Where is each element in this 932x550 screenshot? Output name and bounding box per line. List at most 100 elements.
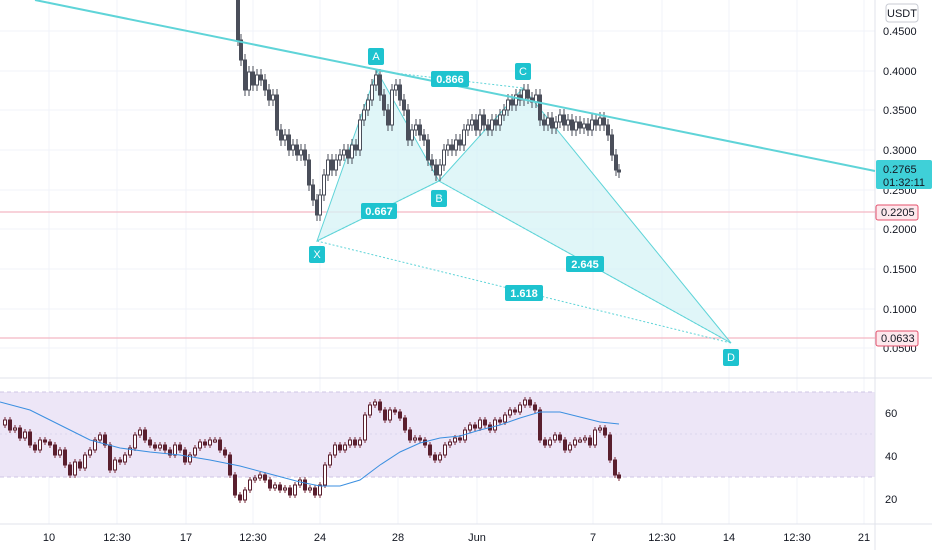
rsi-candle-body <box>418 437 422 441</box>
rsi-candle-body <box>313 487 317 496</box>
rsi-candle-body <box>493 419 497 431</box>
candle-body <box>550 117 554 129</box>
rsi-candle-body <box>308 487 312 491</box>
svg-text:A: A <box>372 51 380 63</box>
rsi-candle-body <box>583 437 587 441</box>
svg-text:USDT: USDT <box>887 8 917 20</box>
candle-body <box>482 114 486 126</box>
candle-body <box>430 159 434 166</box>
rsi-candle-body <box>228 454 232 476</box>
rsi-candle-body <box>103 434 107 446</box>
candle-body <box>502 109 506 116</box>
candle-body <box>466 124 470 131</box>
candle-body <box>414 124 418 131</box>
rsi-candle-body <box>233 474 237 496</box>
rsi-candle-body <box>473 424 477 429</box>
rsi-candle-body <box>448 441 452 446</box>
candle-body <box>374 74 378 86</box>
candle-body <box>578 121 582 129</box>
rsi-candle-body <box>83 454 87 469</box>
ratio-label-xb[interactable]: 0.667 <box>361 203 397 219</box>
candle-body <box>311 184 315 201</box>
point-label-x[interactable]: X <box>309 246 325 263</box>
rsi-candle-body <box>188 454 192 463</box>
ratio-label-xd[interactable]: 1.618 <box>505 285 543 301</box>
candle-body <box>255 74 259 86</box>
candle-body <box>334 159 338 171</box>
candle-body <box>462 129 466 146</box>
candle-body <box>590 119 594 131</box>
candle-body <box>406 109 410 141</box>
candle-body <box>299 149 303 156</box>
rsi-axis[interactable]: 60 40 20 <box>885 408 897 506</box>
level-price-tag-1[interactable]: 0.2205 <box>875 204 919 221</box>
candle-body <box>283 134 287 141</box>
rsi-candle-body <box>508 409 512 416</box>
rsi-candle-body <box>53 444 57 456</box>
candle-body <box>498 114 502 126</box>
rsi-candle-body <box>433 454 437 461</box>
time-axis[interactable]: 10 12:30 17 12:30 24 28 Jun 7 12:30 14 1… <box>43 532 870 544</box>
candle-body <box>510 99 514 106</box>
rsi-candle-body <box>268 479 272 489</box>
rsi-candle-body <box>388 409 392 421</box>
candle-body <box>610 134 614 156</box>
rsi-candle-body <box>408 429 412 441</box>
rsi-candle-body <box>93 439 97 451</box>
rsi-candle-body <box>58 449 62 456</box>
time-label: 24 <box>314 532 326 544</box>
rsi-candle-body <box>478 419 482 429</box>
candle-body <box>307 159 311 186</box>
rsi-candle-body <box>198 441 202 449</box>
rsi-candle-body <box>393 409 397 413</box>
candle-body <box>239 39 243 61</box>
rsi-candle-body <box>113 459 117 471</box>
rsi-candle-body <box>458 437 462 441</box>
rsi-candle-body <box>118 459 122 463</box>
current-price-tag[interactable]: 0.2765 01:32:11 <box>876 160 932 189</box>
rsi-candle-body <box>143 429 147 441</box>
candle-body <box>410 129 414 141</box>
price-tick: 0.2000 <box>883 224 917 236</box>
rsi-candle-body <box>318 484 322 496</box>
point-label-b[interactable]: B <box>431 190 447 207</box>
rsi-candle-body <box>18 427 22 439</box>
rsi-candle-body <box>78 461 82 469</box>
rsi-candle-body <box>333 444 337 456</box>
candle-body <box>470 119 474 126</box>
point-label-d[interactable]: D <box>723 349 739 366</box>
candle-body <box>295 144 299 156</box>
candle-body <box>582 123 586 129</box>
rsi-candle-body <box>543 439 547 446</box>
rsi-candle-body <box>48 441 52 446</box>
ratio-label-ac[interactable]: 0.866 <box>431 71 469 87</box>
rsi-candle-body <box>593 429 597 446</box>
point-label-c[interactable]: C <box>515 63 531 80</box>
ratio-label-bd[interactable]: 2.645 <box>566 256 604 272</box>
rsi-candle-body <box>598 427 602 431</box>
pattern-leg-xb-dotted <box>316 180 440 242</box>
rsi-candle-body <box>33 444 37 451</box>
candle-body <box>546 117 550 126</box>
candle-body <box>279 129 283 141</box>
rsi-candle-body <box>263 474 267 481</box>
rsi-candle-body <box>148 439 152 446</box>
rsi-candle-body <box>563 439 567 451</box>
time-label: 12:30 <box>103 532 131 544</box>
candle-body <box>263 79 267 91</box>
time-label: 17 <box>180 532 192 544</box>
currency-label[interactable] <box>885 3 919 23</box>
candle-body <box>271 94 275 101</box>
rsi-candle-body <box>223 449 227 456</box>
rsi-candle-body <box>273 484 277 489</box>
svg-text:0.866: 0.866 <box>436 74 464 86</box>
level-price-tag-2[interactable]: 0.0633 <box>875 330 919 347</box>
candle-body <box>354 144 358 151</box>
price-tick: 0.4500 <box>883 26 917 38</box>
candle-body <box>358 119 362 151</box>
candle-body <box>494 119 498 126</box>
rsi-candle-body <box>533 404 537 411</box>
point-label-a[interactable]: A <box>368 48 384 65</box>
svg-text:0.0633: 0.0633 <box>881 333 915 345</box>
